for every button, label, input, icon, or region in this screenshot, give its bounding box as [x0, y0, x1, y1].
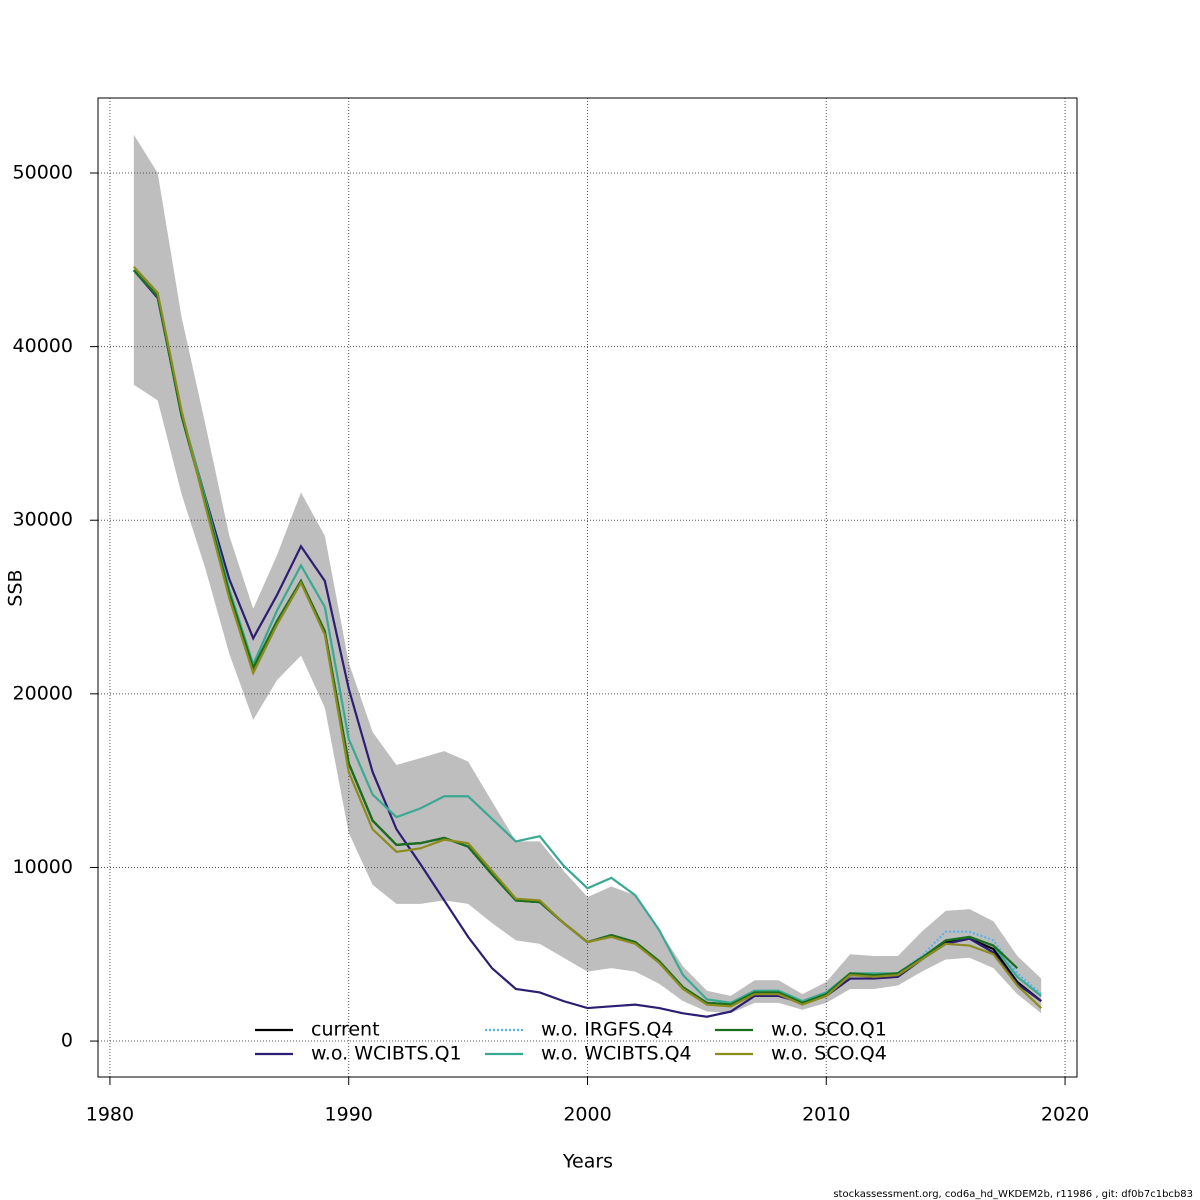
footnote: stockassessment.org, cod6a_hd_WKDEM2b, r… — [833, 1189, 1193, 1200]
x-tick-label: 2020 — [1041, 1104, 1089, 1126]
series-line — [132, 269, 1042, 1018]
legend-label: w.o. IRGFS.Q4 — [541, 1019, 673, 1041]
y-tick-label: 40000 — [13, 335, 73, 357]
y-tick-label: 10000 — [13, 856, 73, 878]
y-tick-label: 20000 — [13, 682, 73, 704]
x-axis-label: Years — [562, 1151, 613, 1173]
legend-label: w.o. WCIBTS.Q4 — [541, 1043, 692, 1065]
series-line — [133, 266, 1042, 1009]
x-tick-label: 2010 — [802, 1104, 850, 1126]
y-tick-label: 50000 — [13, 162, 73, 184]
legend-label: w.o. SCO.Q4 — [771, 1043, 887, 1065]
y-axis-label: SSB — [5, 569, 27, 606]
x-tick-label: 1980 — [86, 1104, 134, 1126]
legend-label: current — [311, 1019, 380, 1041]
plot-frame — [97, 97, 1078, 1078]
legend-label: w.o. SCO.Q1 — [771, 1019, 887, 1041]
x-tick-label: 1990 — [325, 1104, 373, 1126]
y-tick-label: 0 — [61, 1030, 73, 1052]
y-tick-label: 30000 — [13, 509, 73, 531]
x-tick-label: 2000 — [563, 1104, 611, 1126]
legend-label: w.o. WCIBTS.Q1 — [311, 1043, 462, 1065]
